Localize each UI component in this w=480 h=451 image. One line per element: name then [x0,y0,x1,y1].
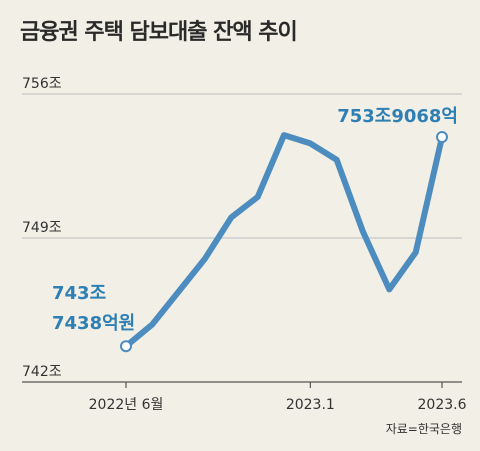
annotation-end: 753조9068억 [337,106,458,127]
source-note: 자료=한국은행 [385,422,462,436]
data-points [120,131,448,353]
annotation-start: 743조 [52,283,106,304]
data-point [436,131,448,144]
series-line [123,132,445,350]
chart-title: 금융권 주택 담보대출 잔액 추이 [20,20,298,45]
y-tick-label: 756조 [22,76,62,92]
y-tick-label: 742조 [22,364,62,380]
x-tick-label: 2023.6 [418,397,467,413]
y-axis-labels: 742조 749조 756조 [22,76,62,380]
annotation-start: 7438억원 [52,313,135,334]
y-tick-label: 749조 [22,220,62,236]
data-point [120,340,132,353]
x-tick-label: 2023.1 [286,397,335,413]
annotations: 743조 7438억원 753조9068억 [52,106,458,334]
x-tick-label: 2022년 6월 [89,397,164,413]
x-axis: 2022년 6월 2023.1 2023.6 [89,382,467,413]
grid-lines [22,93,462,383]
